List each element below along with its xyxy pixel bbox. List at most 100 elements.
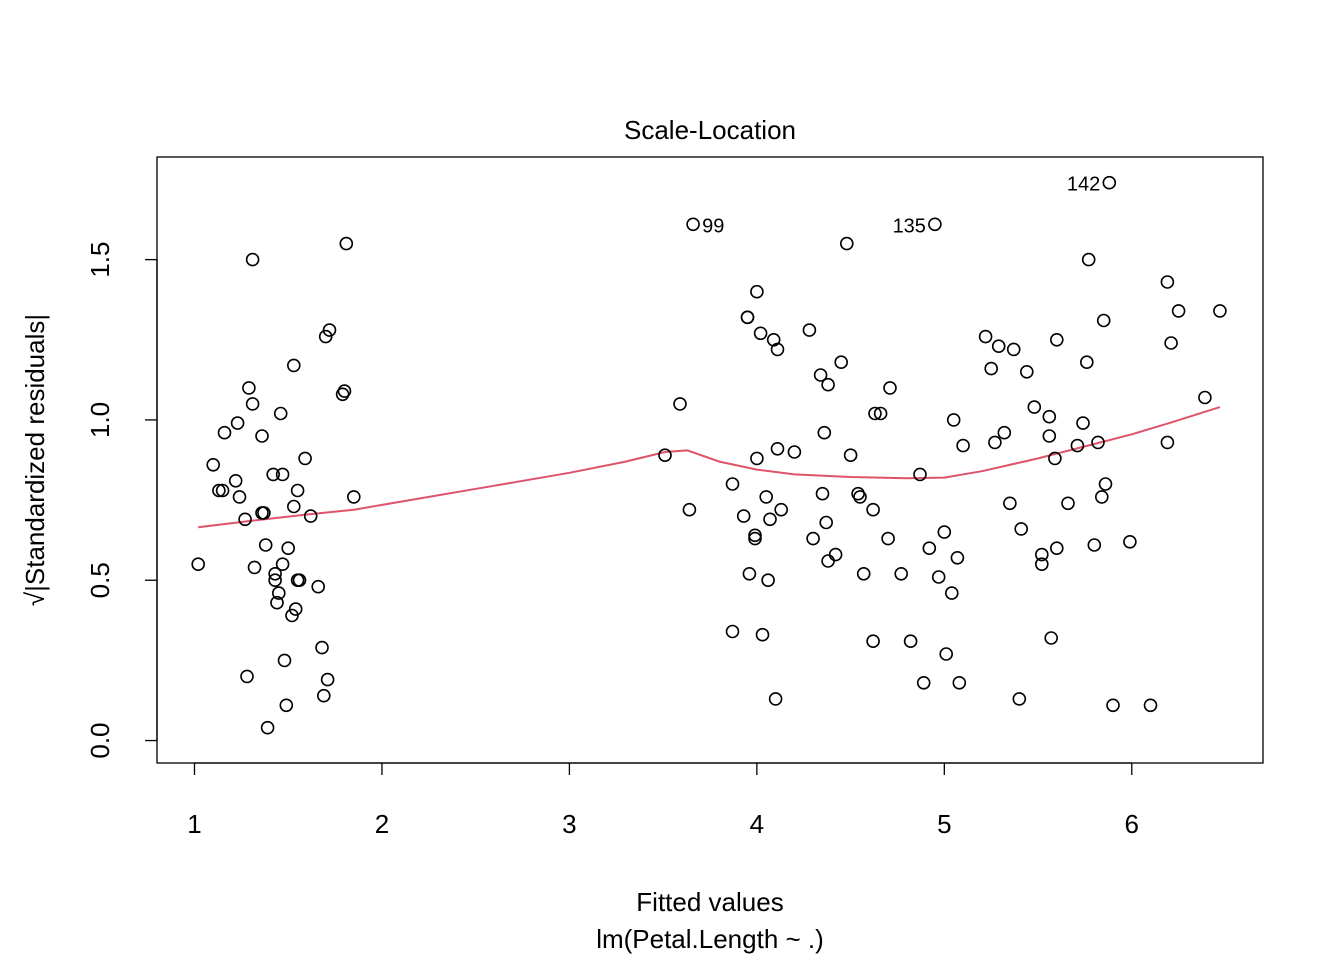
data-point (748, 528, 762, 543)
plot-frame (156, 156, 1264, 764)
data-point (819, 515, 834, 530)
data-point (1061, 496, 1075, 511)
data-point (1096, 313, 1111, 328)
data-point (928, 217, 942, 232)
data-point (1035, 557, 1049, 572)
data-point (217, 425, 232, 440)
data-point (1076, 416, 1090, 430)
data-point (991, 339, 1006, 354)
data-point (843, 448, 858, 463)
x-tick-label: 5 (937, 809, 951, 839)
data-point (275, 467, 290, 482)
data-point (1006, 342, 1021, 357)
data-point (1050, 332, 1064, 347)
data-point (828, 547, 843, 562)
data-point (322, 323, 337, 337)
data-point (997, 425, 1012, 440)
data-point (770, 342, 785, 357)
data-point (839, 236, 854, 251)
data-point (834, 355, 849, 370)
data-point (894, 566, 909, 581)
data-point (763, 512, 777, 527)
data-point (787, 445, 802, 459)
data-point (1035, 547, 1049, 562)
data-point (1087, 538, 1102, 552)
data-point (1020, 364, 1034, 379)
data-point (851, 486, 865, 501)
data-point (686, 217, 700, 232)
data-point (750, 451, 764, 466)
data-point (853, 490, 867, 504)
y-tick-label: 0.5 (85, 562, 115, 598)
data-point (950, 550, 965, 565)
data-point (335, 387, 350, 402)
data-point (245, 397, 260, 411)
data-point (268, 566, 282, 581)
data-point (866, 634, 880, 649)
data-point (1012, 692, 1027, 706)
data-point (740, 310, 755, 325)
data-point (944, 586, 959, 600)
data-point (988, 435, 1002, 450)
data-point (931, 570, 946, 584)
data-point (802, 323, 817, 337)
data-point (212, 483, 226, 498)
y-axis: 0.0 0.5 1.0 1.5 (85, 242, 158, 759)
data-point (922, 541, 937, 556)
data-point (937, 525, 952, 539)
data-point (277, 653, 292, 668)
data-point (320, 672, 335, 687)
data-point (346, 490, 361, 504)
data-point (856, 566, 871, 581)
data-point (275, 557, 290, 572)
x-axis: 1 2 3 4 5 6 (187, 762, 1139, 839)
data-point (288, 602, 303, 616)
data-point (1050, 541, 1064, 556)
data-point (1014, 522, 1029, 536)
data-point (255, 429, 269, 443)
data-point (753, 326, 768, 341)
data-point (916, 675, 931, 690)
point-label-135: 135 (893, 215, 926, 237)
point-label-99: 99 (702, 215, 724, 237)
data-point (279, 698, 294, 713)
data-point (268, 573, 282, 588)
data-point (903, 634, 918, 649)
data-point (759, 490, 774, 504)
x-tick-label: 6 (1125, 809, 1139, 839)
data-point (658, 448, 672, 463)
point-label-142: 142 (1067, 174, 1100, 196)
data-point (292, 573, 307, 588)
data-point (266, 467, 281, 482)
data-point (1160, 275, 1175, 289)
data-point (1098, 477, 1113, 491)
data-point (1027, 400, 1042, 414)
data-point (271, 586, 286, 600)
y-tick-label: 1.5 (85, 242, 115, 278)
data-point (230, 416, 245, 430)
data-point (257, 506, 271, 520)
data-point (725, 624, 740, 639)
data-point (748, 531, 762, 546)
y-tick-label: 1.0 (85, 402, 115, 438)
data-point (298, 451, 312, 466)
x-axis-label: Fitted values (636, 887, 783, 917)
data-point (813, 368, 828, 382)
data-point (258, 538, 273, 552)
residual-points (191, 175, 1227, 735)
smoothed-trend-line (198, 406, 1221, 529)
data-point (873, 406, 888, 421)
data-point (1048, 451, 1062, 466)
data-point (761, 573, 775, 588)
data-point (232, 490, 247, 504)
data-point (673, 397, 687, 411)
data-point (1102, 175, 1117, 190)
data-point (286, 358, 301, 373)
data-point (290, 483, 305, 498)
outlier-labels: 99 135 142 (702, 174, 1100, 238)
data-point (286, 499, 301, 514)
data-point (315, 640, 329, 655)
y-tick-label: 0.0 (85, 722, 115, 758)
data-point (1171, 304, 1186, 318)
data-point (260, 720, 275, 735)
